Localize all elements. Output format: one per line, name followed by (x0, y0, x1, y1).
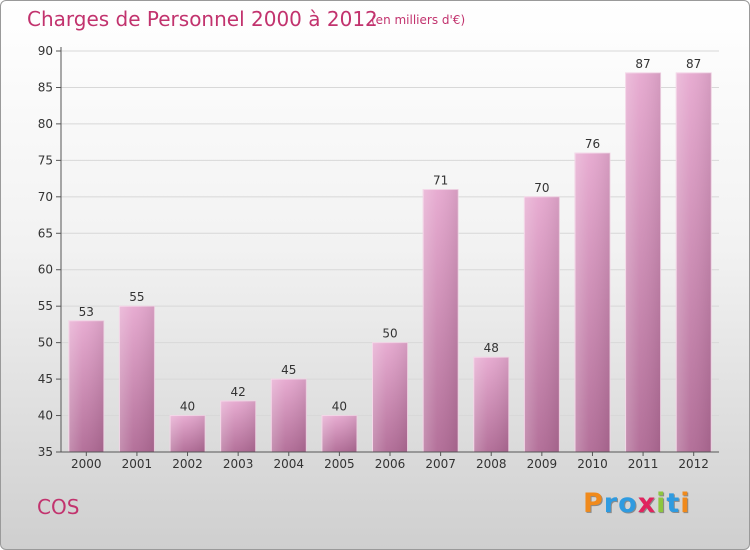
x-tick-label-2009: 2009 (527, 457, 558, 471)
y-tick-label: 35 (38, 445, 53, 459)
value-label-2002: 40 (180, 400, 195, 414)
value-label-2011: 87 (635, 57, 650, 71)
bar-shine-2008 (473, 357, 509, 452)
x-tick-label-2005: 2005 (324, 457, 355, 471)
y-tick-label: 75 (38, 153, 53, 167)
value-label-2005: 40 (332, 400, 347, 414)
y-tick-label: 60 (38, 263, 53, 277)
value-label-2010: 76 (585, 137, 600, 151)
y-tick-label: 80 (38, 117, 53, 131)
x-tick-label-2002: 2002 (172, 457, 203, 471)
y-tick-label: 85 (38, 80, 53, 94)
x-tick-label-2012: 2012 (678, 457, 709, 471)
place-name: COS (37, 495, 80, 519)
bar-shine-2012 (676, 72, 712, 452)
value-label-2001: 55 (129, 290, 144, 304)
y-tick-label: 65 (38, 226, 53, 240)
value-label-2012: 87 (686, 57, 701, 71)
y-tick-label: 45 (38, 372, 53, 386)
value-label-2000: 53 (79, 305, 94, 319)
value-label-2006: 50 (382, 327, 397, 341)
x-tick-label-2010: 2010 (577, 457, 608, 471)
x-tick-label-2004: 2004 (273, 457, 304, 471)
bar-shine-2010 (574, 153, 610, 452)
x-tick-label-2000: 2000 (71, 457, 102, 471)
value-label-2004: 45 (281, 363, 296, 377)
bar-shine-2004 (271, 379, 307, 452)
bar-shine-2011 (625, 72, 661, 452)
bar-shine-2007 (423, 189, 459, 452)
value-label-2007: 71 (433, 174, 448, 188)
y-tick-label: 50 (38, 336, 53, 350)
bar-shine-2003 (220, 400, 256, 452)
axes: 35 40 45 50 55 60 65 70 75 80 85 90 2000 2001 2002 2003… (38, 44, 719, 471)
bar-shine-2005 (321, 415, 357, 452)
x-tick-label-2007: 2007 (425, 457, 456, 471)
bars: 53 55 40 42 45 40 50 71 48 70 76 87 87 (68, 57, 712, 453)
y-tick-label: 55 (38, 299, 53, 313)
bar-shine-2009 (524, 196, 560, 452)
y-tick-label: 90 (38, 44, 53, 58)
bar-shine-2002 (170, 415, 206, 452)
x-tick-label-2001: 2001 (122, 457, 153, 471)
x-tick-label-2011: 2011 (628, 457, 659, 471)
bar-shine-2006 (372, 342, 408, 452)
y-tick-label: 70 (38, 190, 53, 204)
bar-shine-2000 (68, 320, 104, 452)
chart-subtitle: (en milliers d'€) (371, 13, 466, 27)
value-label-2003: 42 (231, 385, 246, 399)
proxiti-logo: Proxiti (583, 488, 691, 519)
chart-title: Charges de Personnel 2000 à 2012 (27, 7, 378, 31)
x-tick-label-2003: 2003 (223, 457, 254, 471)
x-tick-label-2006: 2006 (375, 457, 406, 471)
x-tick-label-2008: 2008 (476, 457, 507, 471)
value-label-2008: 48 (484, 341, 499, 355)
value-label-2009: 70 (534, 181, 549, 195)
y-tick-label: 40 (38, 409, 53, 423)
bar-shine-2001 (119, 306, 155, 452)
